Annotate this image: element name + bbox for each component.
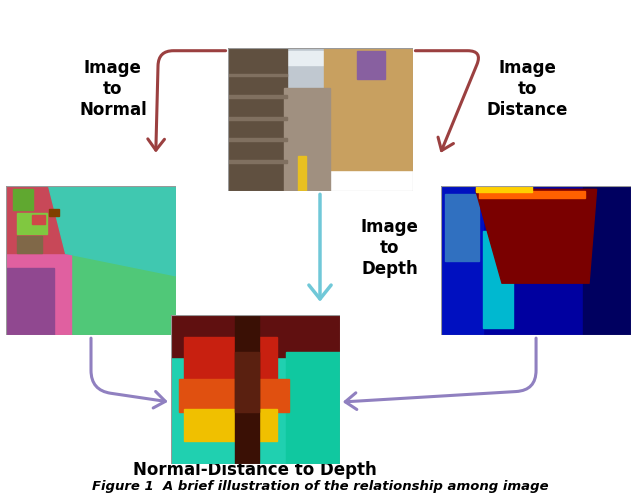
FancyArrowPatch shape <box>91 338 165 408</box>
Text: Image
to
Depth: Image to Depth <box>361 218 419 278</box>
FancyArrowPatch shape <box>309 194 331 299</box>
FancyArrowPatch shape <box>415 51 479 151</box>
FancyArrowPatch shape <box>148 51 226 150</box>
Text: Normal-Distance to Depth: Normal-Distance to Depth <box>133 461 377 479</box>
Text: Image
to
Normal: Image to Normal <box>79 59 147 119</box>
FancyArrowPatch shape <box>345 338 536 410</box>
Text: Figure 1  A brief illustration of the relationship among image: Figure 1 A brief illustration of the rel… <box>92 480 548 493</box>
Text: Image
to
Distance: Image to Distance <box>486 59 568 119</box>
